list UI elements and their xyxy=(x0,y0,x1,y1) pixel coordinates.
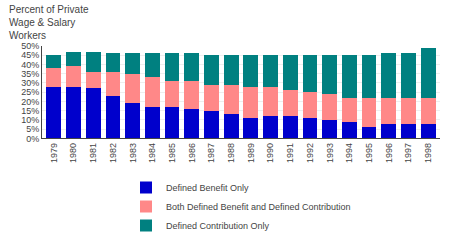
svg-text:1995: 1995 xyxy=(364,143,374,163)
svg-text:1981: 1981 xyxy=(88,143,98,163)
svg-text:Percent of PrivateWage & Salar: Percent of PrivateWage & SalaryWorkers xyxy=(9,4,89,41)
svg-text:1991: 1991 xyxy=(285,143,295,163)
svg-text:20%: 20% xyxy=(21,97,39,107)
svg-text:1998: 1998 xyxy=(423,143,433,163)
svg-text:1979: 1979 xyxy=(49,143,59,163)
svg-text:5%: 5% xyxy=(26,124,39,134)
svg-text:1984: 1984 xyxy=(147,143,157,163)
svg-text:1983: 1983 xyxy=(128,143,138,163)
svg-text:45%: 45% xyxy=(21,50,39,60)
svg-text:1982: 1982 xyxy=(108,143,118,163)
svg-text:1986: 1986 xyxy=(187,143,197,163)
svg-text:1993: 1993 xyxy=(325,143,335,163)
svg-text:1990: 1990 xyxy=(265,143,275,163)
svg-text:1994: 1994 xyxy=(344,143,354,163)
svg-text:35%: 35% xyxy=(21,69,39,79)
svg-text:40%: 40% xyxy=(21,60,39,70)
svg-text:15%: 15% xyxy=(21,106,39,116)
svg-text:30%: 30% xyxy=(21,78,39,88)
svg-text:1989: 1989 xyxy=(246,143,256,163)
svg-text:50%: 50% xyxy=(21,41,39,51)
svg-text:1997: 1997 xyxy=(403,143,413,163)
svg-text:Defined Contribution Only: Defined Contribution Only xyxy=(166,221,270,231)
svg-text:25%: 25% xyxy=(21,87,39,97)
svg-text:1988: 1988 xyxy=(226,143,236,163)
svg-text:10%: 10% xyxy=(21,115,39,125)
svg-text:1992: 1992 xyxy=(305,143,315,163)
svg-text:1985: 1985 xyxy=(167,143,177,163)
svg-text:1996: 1996 xyxy=(384,143,394,163)
svg-text:Both Defined Benefit and Defin: Both Defined Benefit and Defined Contrib… xyxy=(166,202,351,212)
svg-text:1987: 1987 xyxy=(206,143,216,163)
svg-text:1980: 1980 xyxy=(68,143,78,163)
svg-text:0%: 0% xyxy=(26,134,39,144)
svg-text:Defined Benefit Only: Defined Benefit Only xyxy=(166,183,249,193)
